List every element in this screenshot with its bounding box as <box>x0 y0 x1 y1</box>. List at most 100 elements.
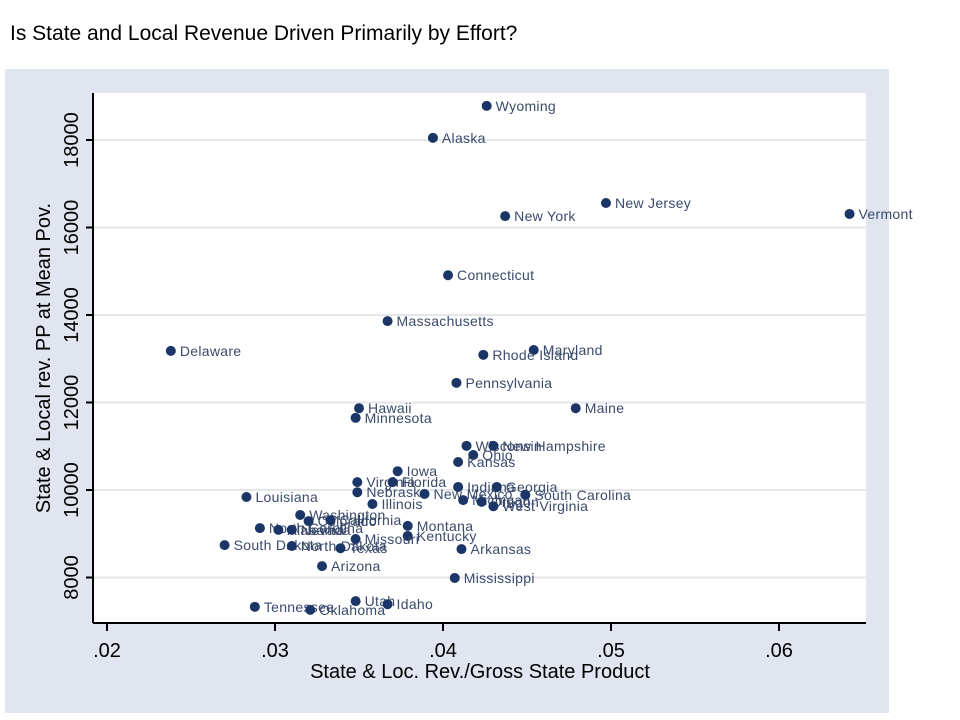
point-marker <box>600 198 611 208</box>
x-tick-label: .05 <box>597 640 625 662</box>
y-tick-label: 10000 <box>61 462 83 518</box>
point-marker <box>451 377 462 388</box>
page-title: Is State and Local Revenue Driven Primar… <box>10 22 518 45</box>
point-label: Georgia <box>506 479 558 495</box>
point-label: Minnesota <box>365 410 432 426</box>
data-point: South Dakota <box>219 537 322 553</box>
data-point: Alaska <box>427 130 486 146</box>
point-marker <box>350 596 361 607</box>
data-point: Connecticut <box>443 267 534 283</box>
point-marker <box>286 541 297 551</box>
point-marker <box>249 601 260 612</box>
point-label: New Jersey <box>615 195 691 211</box>
point-marker <box>335 543 346 554</box>
x-tick-label: .06 <box>765 640 793 662</box>
data-point: Indiana <box>453 479 515 495</box>
point-label: Illinois <box>381 496 422 512</box>
point-label: Florida <box>402 474 447 490</box>
x-ticks: .02 .03 .04 .05 .06 <box>93 623 793 662</box>
data-point: Oklahoma <box>305 602 385 618</box>
point-marker <box>305 604 316 615</box>
data-point: Kansas <box>453 454 516 470</box>
point-label: Connecticut <box>457 267 534 283</box>
point-marker <box>491 481 502 492</box>
data-point: New Hampshire <box>488 438 606 454</box>
point-marker <box>844 208 855 219</box>
data-point: Montana <box>402 518 473 534</box>
point-marker <box>402 520 413 531</box>
point-label: Kansas <box>467 454 516 470</box>
point-marker <box>317 561 328 572</box>
data-point: Arkansas <box>456 541 531 557</box>
data-point: Rhode Island <box>478 347 578 363</box>
point-label: Tennessee <box>264 599 334 615</box>
point-marker <box>350 534 361 544</box>
point-label: Michigan <box>472 492 530 508</box>
data-point: Missouri <box>350 531 419 547</box>
data-point: Idaho <box>382 596 434 612</box>
point-marker <box>456 544 467 555</box>
point-marker <box>367 499 378 509</box>
point-marker <box>443 270 454 281</box>
point-label: Alabama <box>287 522 344 538</box>
point-label: Louisiana <box>255 489 318 505</box>
point-label: Arizona <box>331 558 381 574</box>
point-label: Wyoming <box>496 98 556 114</box>
point-marker <box>219 540 230 551</box>
gridlines <box>94 139 866 579</box>
x-tick-label: .02 <box>93 640 121 662</box>
data-point: Maryland <box>528 342 602 358</box>
point-label: New York <box>514 208 576 224</box>
point-marker <box>254 523 265 534</box>
point-marker <box>382 316 393 327</box>
point-label: Nebraska <box>366 484 428 500</box>
point-label: Iowa <box>407 463 438 479</box>
point-label: Maine <box>585 400 625 416</box>
point-label: New Mexico <box>434 486 513 502</box>
point-label: Hawaii <box>368 400 412 416</box>
point-marker <box>165 345 176 356</box>
point-label: Idaho <box>397 596 434 612</box>
point-label: Alaska <box>442 130 486 146</box>
data-point: Hawaii <box>354 400 412 416</box>
point-marker <box>354 403 364 414</box>
point-label: Massachusetts <box>397 313 494 329</box>
point-marker <box>392 466 403 477</box>
point-label: West Virginia <box>502 498 588 514</box>
point-marker <box>449 572 460 583</box>
data-point: Tennessee <box>249 599 334 615</box>
y-tick-label: 14000 <box>61 287 83 343</box>
point-label: South Carolina <box>534 487 631 503</box>
point-marker <box>427 132 438 143</box>
data-point: New Jersey <box>600 195 691 211</box>
data-point: Alabama <box>273 522 344 538</box>
data-point: New York <box>500 208 576 224</box>
point-label: South Dakota <box>234 537 322 553</box>
data-point: New Mexico <box>419 486 513 502</box>
point-marker <box>352 477 363 488</box>
point-marker <box>303 516 314 527</box>
y-tick-label: 16000 <box>61 200 83 256</box>
point-marker <box>468 450 479 460</box>
data-point: West Virginia <box>488 498 588 514</box>
point-label: Pennsylvania <box>465 375 552 391</box>
point-label: Texas <box>350 540 388 556</box>
point-label: Rhode Island <box>492 347 578 363</box>
y-ticks: 8000 10000 12000 14000 16000 18000 <box>61 112 93 600</box>
y-tick-label: 8000 <box>61 555 83 600</box>
data-point: Kentucky <box>402 528 477 544</box>
point-label: Mississippi <box>464 570 535 586</box>
data-points: Wyoming Alaska New Jersey New York Vermont Co… <box>165 98 913 618</box>
y-tick-label: 18000 <box>61 112 83 168</box>
data-point: Arizona <box>317 558 381 574</box>
x-axis-title: State & Loc. Rev./Gross State Product <box>310 661 650 683</box>
point-marker <box>453 481 464 492</box>
data-point: Georgia <box>491 479 558 495</box>
point-marker <box>488 440 499 451</box>
point-label: New Hampshire <box>502 438 606 454</box>
point-marker <box>461 440 472 451</box>
point-label: Kentucky <box>417 528 477 544</box>
point-marker <box>488 501 499 512</box>
data-point: Illinois <box>367 496 422 512</box>
point-marker <box>500 211 511 222</box>
